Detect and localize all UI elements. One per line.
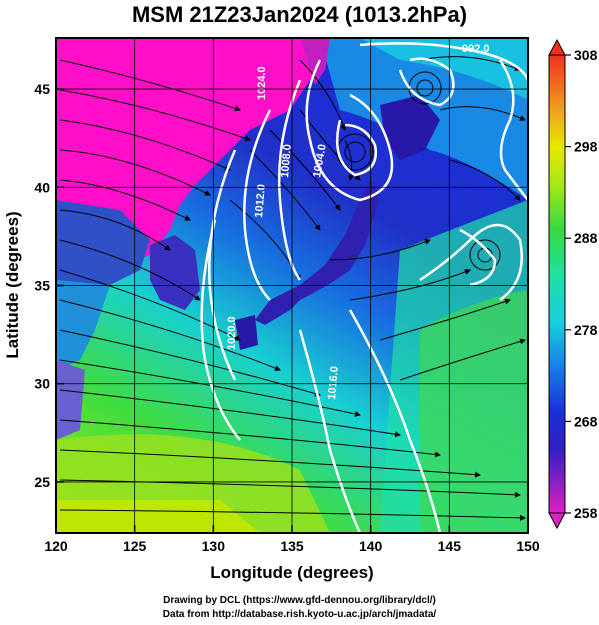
y-tick-label: 25 — [34, 474, 50, 490]
x-tick-label: 145 — [438, 538, 462, 554]
x-axis-title: Longitude (degrees) — [210, 563, 373, 582]
contour-labels: 992.0 1004.0 1008.0 1012.0 1016.0 1020.0… — [226, 43, 490, 400]
credit-drawing: Drawing by DCL (https://www.gfd-dennou.o… — [163, 595, 436, 606]
colorbar-tick-label: 278 — [574, 322, 598, 338]
contour-label-992: 992.0 — [462, 43, 490, 55]
continent-cold-region — [56, 38, 330, 265]
contour-label-1012: 1012.0 — [253, 184, 268, 219]
contour-label-1020: 1020.0 — [226, 316, 238, 350]
y-tick-label: 35 — [34, 278, 50, 294]
colorbar-tick-label: 308 — [574, 47, 598, 63]
y-tick-label: 30 — [34, 376, 50, 392]
y-axis-ticks: 25 30 35 40 45 — [34, 81, 64, 490]
colorbar-ticks: 258 268 278 288 298 308 — [565, 47, 598, 521]
x-tick-label: 120 — [44, 538, 68, 554]
contour-label-1016: 1016.0 — [326, 366, 341, 401]
x-tick-label: 125 — [123, 538, 147, 554]
contour-label-1008: 1008.0 — [279, 144, 294, 179]
credit-data: Data from http://database.rish.kyoto-u.a… — [162, 609, 437, 620]
map-title: MSM 21Z23Jan2024 (1013.2hPa) — [131, 2, 468, 27]
x-tick-label: 150 — [516, 538, 540, 554]
colorbar-tick-label: 258 — [574, 505, 598, 521]
colorbar-bar — [548, 54, 566, 514]
colorbar-tick-label: 298 — [574, 139, 598, 155]
hokkaido-region — [380, 95, 440, 160]
x-tick-label: 130 — [202, 538, 226, 554]
colorbar-extend-min — [548, 512, 566, 530]
y-tick-label: 40 — [34, 179, 50, 195]
lat-lon-grid — [56, 38, 528, 533]
colorbar: 258 268 278 288 298 308 — [548, 38, 598, 530]
x-tick-label: 135 — [280, 538, 304, 554]
colorbar-extend-max — [548, 38, 566, 56]
colorbar-tick-label: 268 — [574, 413, 598, 429]
y-tick-label: 45 — [34, 81, 50, 97]
contour-label-1024: 1024.0 — [256, 66, 268, 100]
x-axis-ticks: 120 125 130 135 140 145 150 — [44, 525, 540, 554]
y-axis-title: Latitude (degrees) — [3, 211, 22, 358]
x-tick-label: 140 — [359, 538, 383, 554]
honshu-region — [255, 180, 380, 325]
colorbar-tick-label: 288 — [574, 230, 598, 246]
contour-label-1004: 1004.0 — [311, 143, 329, 178]
